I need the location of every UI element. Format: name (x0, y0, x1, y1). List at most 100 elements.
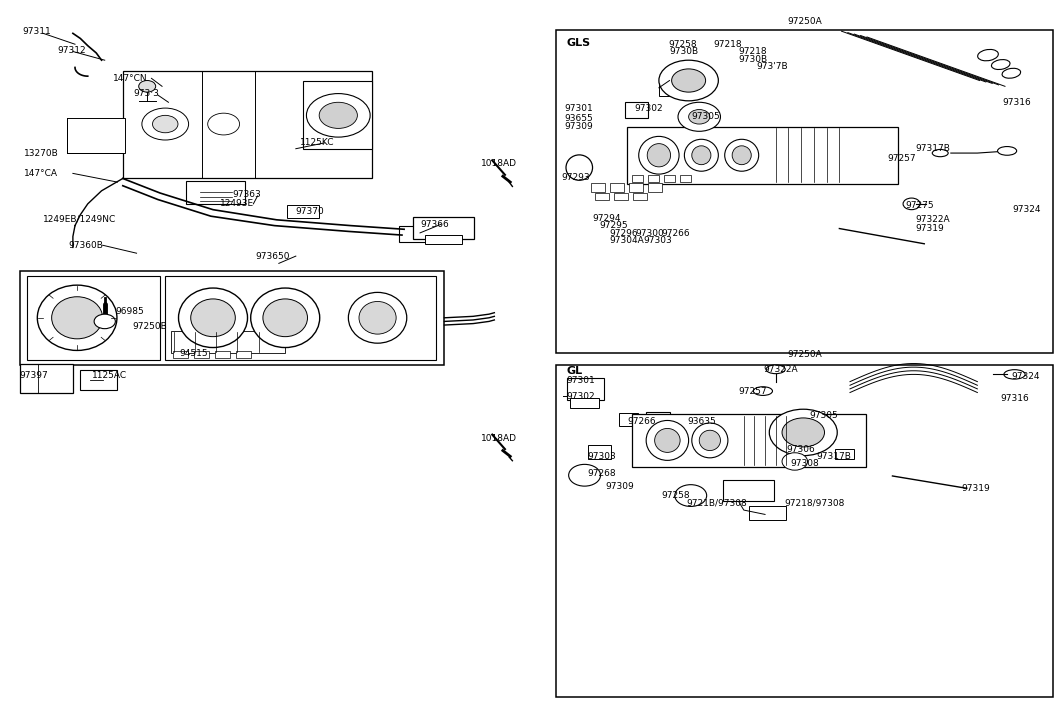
Text: 97370: 97370 (296, 206, 324, 216)
Bar (287, 205, 319, 218)
Text: 13270B: 13270B (24, 149, 58, 158)
Ellipse shape (52, 297, 103, 339)
Bar (625, 103, 648, 119)
Text: 94515: 94515 (179, 349, 207, 358)
Text: 97324: 97324 (1012, 205, 1041, 214)
Bar (186, 180, 244, 204)
Text: 97319: 97319 (961, 483, 991, 493)
Bar (567, 378, 604, 400)
Circle shape (675, 485, 707, 507)
Circle shape (659, 60, 719, 101)
Bar (425, 235, 462, 244)
Bar (629, 182, 643, 191)
Bar (632, 414, 866, 467)
Text: 1125AC: 1125AC (92, 371, 128, 380)
Text: 97258: 97258 (669, 40, 697, 49)
Text: GL: GL (567, 366, 583, 376)
Circle shape (319, 103, 357, 129)
Circle shape (95, 314, 116, 329)
Text: 97316: 97316 (1000, 394, 1029, 403)
Text: 97311: 97311 (22, 28, 51, 36)
Bar (570, 398, 600, 409)
Bar (595, 193, 609, 200)
Text: 97250B: 97250B (132, 322, 167, 331)
Bar (610, 182, 624, 191)
Text: 97266: 97266 (627, 417, 656, 426)
Text: 9730B: 9730B (739, 55, 767, 64)
Bar (399, 225, 446, 241)
Ellipse shape (263, 299, 307, 337)
Bar (556, 30, 1052, 353)
Text: 97306: 97306 (787, 445, 815, 454)
Ellipse shape (251, 288, 320, 348)
Text: 96985: 96985 (116, 307, 145, 316)
Ellipse shape (725, 140, 759, 172)
Circle shape (770, 409, 838, 456)
Ellipse shape (179, 288, 248, 348)
Text: 97319: 97319 (916, 224, 945, 233)
Text: 97250A: 97250A (787, 17, 822, 25)
Circle shape (152, 116, 178, 133)
Bar (67, 119, 125, 153)
Bar (659, 82, 680, 97)
Ellipse shape (932, 150, 948, 157)
Text: 147°CA: 147°CA (24, 169, 58, 178)
Circle shape (306, 94, 370, 137)
Circle shape (678, 103, 721, 132)
Bar (170, 331, 285, 353)
Bar (680, 174, 691, 182)
Ellipse shape (732, 146, 752, 165)
Text: 9721B/97308: 9721B/97308 (687, 498, 747, 507)
Text: 97293: 97293 (561, 172, 590, 182)
Bar (588, 445, 611, 459)
Bar (81, 370, 118, 390)
Text: 97305: 97305 (810, 411, 839, 420)
Ellipse shape (566, 155, 592, 180)
Ellipse shape (692, 423, 728, 458)
Text: 97312: 97312 (57, 46, 86, 55)
Text: 973·3: 973·3 (133, 89, 159, 98)
Circle shape (672, 69, 706, 92)
Text: 9730B: 9730B (670, 47, 698, 56)
Text: 97266: 97266 (661, 229, 690, 238)
Text: 97302: 97302 (635, 104, 663, 113)
Ellipse shape (692, 146, 711, 165)
Text: 97275: 97275 (906, 201, 933, 210)
Bar (303, 81, 372, 150)
Text: 97322A: 97322A (916, 215, 950, 225)
Bar (123, 71, 372, 178)
Bar (614, 193, 628, 200)
Circle shape (782, 453, 808, 470)
Ellipse shape (685, 140, 719, 172)
Text: 1249EB/1249NC: 1249EB/1249NC (44, 214, 117, 224)
Ellipse shape (646, 420, 689, 460)
Text: GLS: GLS (567, 38, 591, 48)
Text: 97397: 97397 (20, 371, 49, 380)
Circle shape (782, 418, 825, 447)
Text: 147°CN: 147°CN (114, 74, 148, 83)
Text: 97257: 97257 (888, 154, 915, 164)
Text: 97295: 97295 (600, 221, 628, 230)
Text: 1018AD: 1018AD (480, 158, 517, 168)
Text: 97316: 97316 (1002, 97, 1031, 107)
Text: 97303: 97303 (643, 236, 672, 246)
Bar (556, 365, 1052, 697)
Ellipse shape (655, 428, 680, 452)
Bar (627, 127, 898, 183)
Text: 97300: 97300 (636, 229, 664, 238)
Bar (20, 364, 73, 393)
Text: 97360B: 97360B (69, 241, 103, 250)
Text: 97309: 97309 (564, 122, 593, 132)
Circle shape (138, 81, 155, 92)
Text: 97296: 97296 (609, 229, 638, 238)
Text: 97317B: 97317B (916, 144, 950, 153)
Text: 97218/97308: 97218/97308 (784, 498, 844, 507)
Text: 97303: 97303 (588, 452, 617, 461)
Text: 97308: 97308 (791, 459, 820, 468)
Bar (20, 270, 444, 365)
Bar (236, 351, 251, 358)
Text: 97305: 97305 (692, 112, 721, 121)
Bar (193, 351, 208, 358)
Text: 97302: 97302 (567, 392, 595, 401)
Text: 97294: 97294 (592, 214, 621, 223)
